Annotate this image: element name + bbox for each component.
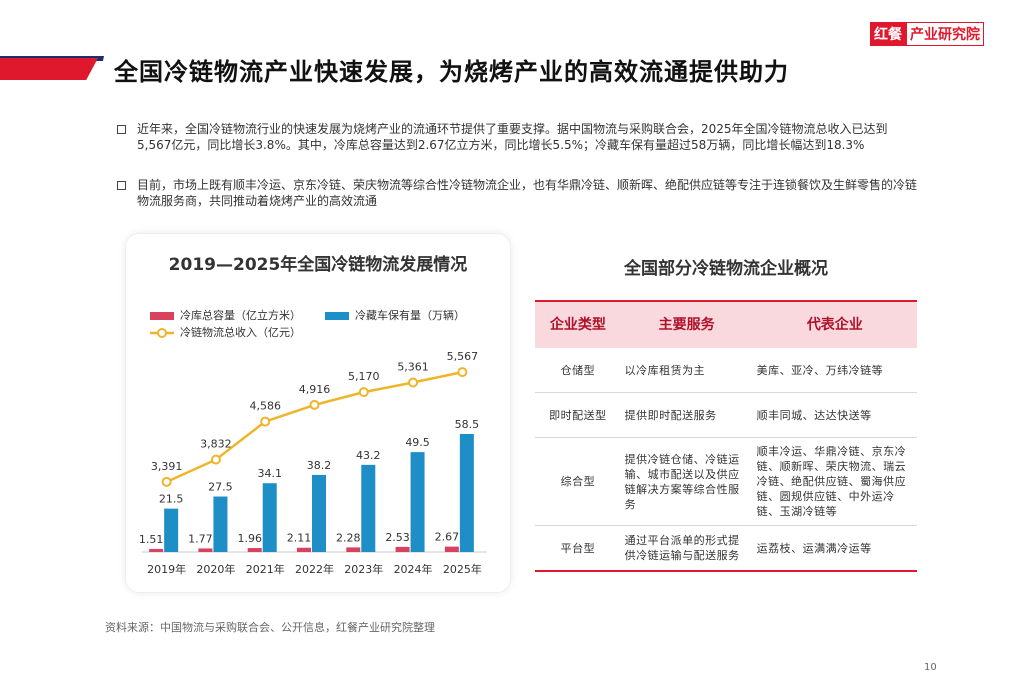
bar	[459, 433, 474, 552]
x-tick-label: 2024年	[394, 562, 433, 576]
bar-label: 49.5	[405, 436, 430, 449]
x-tick-label: 2021年	[246, 562, 285, 576]
table-cell: 顺丰冷运、华鼎冷链、京东冷链、顺新晖、荣庆物流、瑞云冷链、绝配供应链、蜀海供应链…	[752, 437, 917, 526]
bar-label: 2.28	[336, 531, 361, 544]
bar	[198, 548, 213, 552]
line-point	[408, 377, 419, 388]
point-label: 3,832	[200, 438, 232, 451]
bar-label: 43.2	[356, 449, 381, 462]
bar-label: 1.77	[188, 532, 213, 545]
table-cell: 以冷库租赁为主	[620, 348, 753, 393]
bar	[297, 547, 311, 552]
table-cell: 仓储型	[535, 348, 621, 393]
legend-swatch	[325, 312, 349, 320]
table-cell: 通过平台派单的形式提供冷链运输与配送服务	[620, 525, 753, 572]
bar	[164, 508, 179, 552]
page-title: 全国冷链物流产业快速发展，为烧烤产业的高效流通提供助力	[114, 58, 789, 86]
table-row: 综合型 提供冷链仓储、冷链运输、城市配送以及供应链解决方案等综合性服务 顺丰冷运、华…	[535, 437, 917, 526]
bar-label: 38.2	[307, 459, 332, 472]
bar-label: 1.51	[139, 533, 164, 546]
table-title: 全国部分冷链物流企业概况	[624, 259, 828, 279]
bar	[346, 547, 361, 552]
table-cell: 提供即时配送服务	[620, 392, 753, 438]
line-point	[309, 399, 320, 410]
point-label: 4,586	[249, 400, 281, 413]
point-label: 5,361	[397, 360, 429, 373]
logo-text: 产业研究院	[906, 22, 984, 46]
x-tick-label: 2025年	[443, 562, 482, 576]
bar	[444, 546, 459, 552]
column-header: 代表企业	[752, 300, 917, 348]
bar-label: 58.5	[455, 418, 480, 431]
bar	[410, 452, 425, 552]
bar	[312, 474, 326, 552]
x-tick-label: 2023年	[344, 562, 383, 576]
bullet-text: 目前，市场上既有顺丰冷运、京东冷链、荣庆物流等综合性冷链物流企业，也有华鼎冷链、…	[137, 178, 918, 208]
table-cell: 美库、亚冷、万纬冷链等	[752, 348, 917, 393]
point-label: 3,391	[151, 460, 183, 473]
line-point	[358, 387, 369, 398]
legend-label: 冷藏车保有量（万辆）	[355, 308, 465, 322]
bar	[395, 546, 410, 552]
bar-label: 21.5	[159, 493, 184, 506]
bar-label: 27.5	[208, 481, 233, 494]
bar-label: 34.1	[257, 467, 282, 480]
table-cell: 即时配送型	[535, 392, 621, 438]
chart-panel	[125, 233, 511, 593]
bar	[149, 548, 164, 552]
column-header: 企业类型	[535, 300, 621, 348]
bar-label: 2.53	[385, 531, 410, 544]
x-tick-label: 2020年	[196, 562, 235, 576]
bar-label: 1.96	[237, 532, 262, 545]
table-row: 即时配送型 提供即时配送服务 顺丰同城、达达快送等	[535, 392, 917, 438]
table-cell: 提供冷链仓储、冷链运输、城市配送以及供应链解决方案等综合性服务	[620, 437, 753, 526]
bullet: 近年来，全国冷链物流行业的快速发展为烧烤产业的流通环节提供了重要支撑。据中国物流…	[117, 121, 917, 153]
table-cell: 综合型	[535, 437, 621, 526]
bar	[361, 464, 376, 552]
logo: 红餐 产业研究院	[870, 22, 984, 46]
x-tick-label: 2019年	[147, 562, 186, 576]
bar	[213, 496, 228, 552]
chart-title: 2019—2025年全国冷链物流发展情况	[169, 254, 468, 275]
logo-brand: 红餐	[870, 22, 906, 46]
bar-label: 2.11	[287, 532, 312, 545]
header-bar	[0, 58, 98, 80]
x-tick-label: 2022年	[295, 562, 334, 576]
table-row: 仓储型 以冷库租赁为主 美库、亚冷、万纬冷链等	[535, 348, 917, 393]
legend-swatch	[150, 312, 174, 320]
table: 企业类型 主要服务 代表企业 仓储型 以冷库租赁为主 美库、亚冷、万纬冷链等 即时配送型 提供…	[535, 300, 917, 572]
bar	[247, 548, 262, 552]
line-point	[260, 416, 271, 427]
table-cell: 运荔枝、运满满冷运等	[752, 525, 917, 572]
legend-label: 冷库总容量（亿立方米）	[180, 308, 301, 322]
line-point	[161, 476, 172, 487]
table-cell: 平台型	[535, 525, 621, 572]
table-header-row: 企业类型 主要服务 代表企业	[535, 300, 917, 348]
line-point	[210, 454, 221, 465]
bullet-text: 近年来，全国冷链物流行业的快速发展为烧烤产业的流通环节提供了重要支撑。据中国物流…	[137, 122, 888, 152]
bullet: 目前，市场上既有顺丰冷运、京东冷链、荣庆物流等综合性冷链物流企业，也有华鼎冷链、…	[117, 177, 917, 209]
legend-label: 冷链物流总收入（亿元）	[180, 325, 301, 339]
line-point	[457, 367, 468, 378]
source-note: 资料来源：中国物流与采购联合会、公开信息，红餐产业研究院整理	[105, 621, 435, 634]
point-label: 4,916	[299, 383, 331, 396]
column-header: 主要服务	[620, 300, 753, 348]
point-label: 5,170	[348, 370, 380, 383]
table-row: 平台型 通过平台派单的形式提供冷链运输与配送服务 运荔枝、运满满冷运等	[535, 525, 917, 572]
point-label: 5,567	[447, 350, 479, 363]
table-cell: 顺丰同城、达达快送等	[752, 392, 917, 438]
page-number: 10	[924, 662, 937, 673]
bar	[262, 483, 277, 552]
legend-marker	[157, 328, 167, 338]
bar-label: 2.67	[435, 531, 460, 544]
